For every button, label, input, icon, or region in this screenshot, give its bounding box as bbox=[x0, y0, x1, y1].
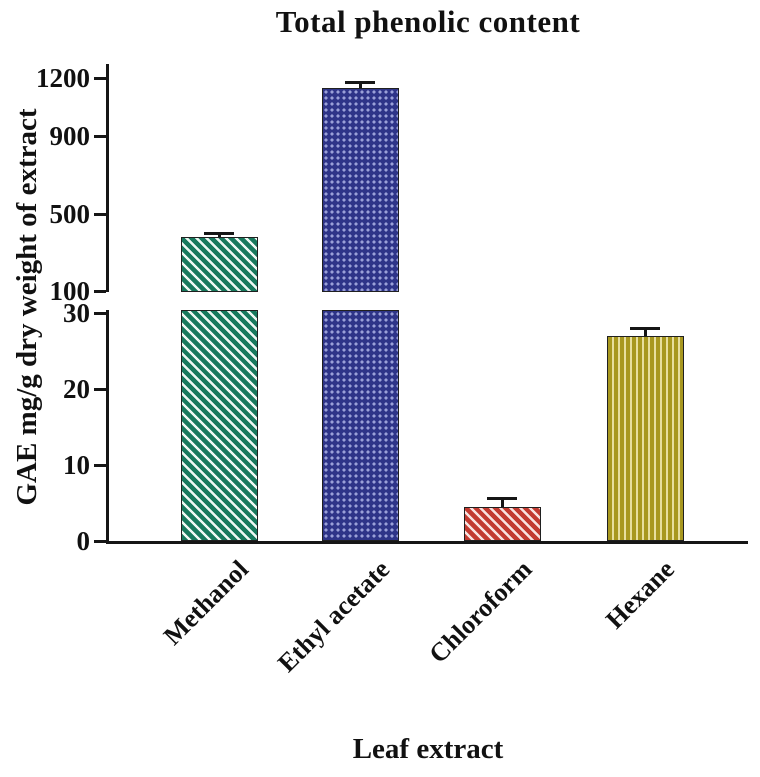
bar-hexane bbox=[607, 335, 684, 541]
y-tick-mark bbox=[94, 540, 106, 543]
y-tick-label: 100 bbox=[49, 276, 91, 306]
x-tick-label-hexane: Hexane bbox=[600, 554, 681, 635]
x-axis bbox=[106, 541, 748, 544]
y-tick-label: 500 bbox=[49, 198, 91, 229]
y-tick-mark bbox=[94, 135, 106, 139]
x-tick-label-methanol: Methanol bbox=[158, 554, 255, 651]
y-tick-label: 900 bbox=[49, 121, 91, 152]
y-tick-mark bbox=[94, 290, 106, 293]
y-tick-mark bbox=[94, 77, 106, 80]
y-axis-lower-segment bbox=[106, 310, 109, 544]
bar-ethyl-acetate-lower bbox=[322, 310, 399, 541]
x-tick-label-chloroform: Chloroform bbox=[422, 554, 538, 669]
y-tick-mark bbox=[94, 464, 106, 467]
y-tick-mark bbox=[94, 212, 106, 216]
chart-title: Total phenolic content bbox=[275, 4, 581, 39]
y-tick-label: 0 bbox=[76, 526, 91, 556]
error-bar-cap bbox=[345, 80, 375, 84]
y-tick-mark bbox=[94, 388, 106, 391]
y-tick-label: 30 bbox=[63, 298, 90, 328]
bar-chloroform bbox=[464, 506, 541, 541]
error-bar-cap bbox=[487, 496, 517, 500]
error-bar-stem bbox=[501, 497, 504, 507]
bar-methanol-upper bbox=[181, 236, 258, 292]
x-axis-label: Leaf extract bbox=[352, 733, 504, 765]
x-tick-label-ethyl-acetate: Ethyl acetate bbox=[271, 554, 396, 678]
y-axis-upper-segment bbox=[106, 64, 109, 292]
error-bar-cap bbox=[630, 327, 660, 331]
bar-ethyl-acetate-upper bbox=[322, 87, 399, 292]
bar-methanol-lower bbox=[181, 310, 258, 541]
y-tick-mark bbox=[94, 312, 106, 315]
y-tick-label: 20 bbox=[63, 374, 90, 404]
error-bar-stem bbox=[644, 328, 647, 336]
y-tick-label: 1200 bbox=[36, 63, 90, 93]
error-bar-cap bbox=[204, 231, 234, 235]
error-bar-stem bbox=[359, 81, 362, 88]
y-tick-label: 10 bbox=[63, 450, 90, 480]
